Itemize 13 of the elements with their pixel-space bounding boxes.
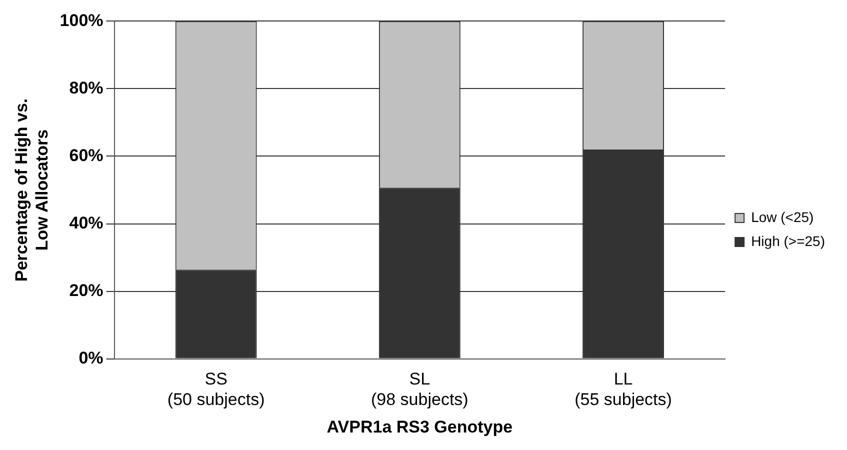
y-tick-label: 0% [78, 348, 104, 368]
x-tick-label: LL (55 subjects) [574, 370, 672, 410]
y-tick-label: 40% [69, 213, 104, 232]
legend-label: Low (<25) [751, 208, 814, 225]
x-axis-title: AVPR1a RS3 Genotype [326, 417, 513, 436]
x-tick-label: SS (50 subjects) [167, 370, 265, 410]
y-tick-label: 20% [69, 280, 104, 300]
y-tick-label: 80% [69, 78, 104, 98]
x-tick-label: SL (98 subjects) [371, 370, 468, 410]
y-tick-label: 100% [60, 10, 104, 30]
y-tick-label: 60% [69, 146, 104, 165]
legend-label: High (>=25) [751, 232, 826, 249]
y-axis-title: Percentage of High vs. Low Allocators [12, 98, 52, 282]
